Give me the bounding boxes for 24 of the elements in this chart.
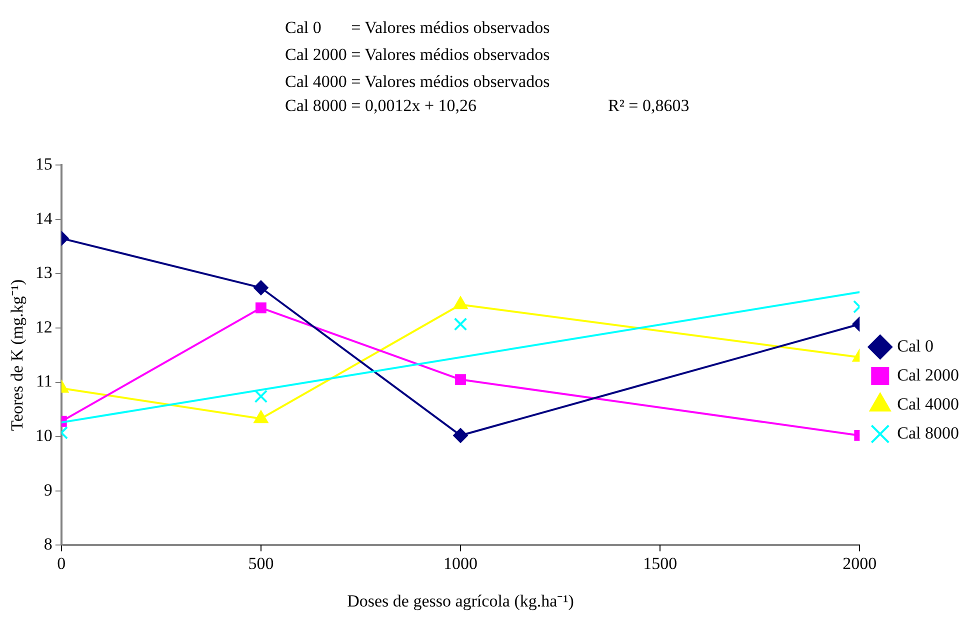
y-tick-label: 14 <box>35 208 53 228</box>
text: Cal 0 = Valores médios observados <box>285 17 550 39</box>
x-tick-label: 500 <box>248 554 274 573</box>
legend-label: Cal 8000 <box>897 423 959 442</box>
legend-label: Cal 4000 <box>897 394 959 414</box>
y-tick-label: 8 <box>44 534 52 554</box>
x-tick-label: 1500 <box>643 554 678 573</box>
y-tick-label: 15 <box>35 154 52 174</box>
legend-label: Cal 2000 <box>897 365 959 384</box>
y-axis-title: Teores de K (mg.kg⁻¹) <box>8 279 27 431</box>
text: Cal 8000 = 0,0012x + 10,26 <box>285 95 478 116</box>
x-tick-label: 1000 <box>444 554 478 573</box>
legend-label: Cal 0 <box>897 336 934 356</box>
y-tick-label: 13 <box>35 263 52 282</box>
y-tick-label: 11 <box>36 372 52 391</box>
y-tick-label: 12 <box>35 317 52 336</box>
text: R² = 0,8603 <box>608 95 690 117</box>
x-tick-label: 0 <box>57 554 66 573</box>
x-axis-title: Doses de gesso agrícola (kg.ha⁻¹) <box>347 591 574 610</box>
x-tick-label: 2000 <box>842 554 877 573</box>
y-tick-label: 10 <box>35 426 52 446</box>
y-tick-label: 9 <box>44 480 52 500</box>
text: Cal 2000 = Valores médios observados <box>285 44 550 66</box>
text: Cal 4000 = Valores médios observados <box>285 71 550 93</box>
